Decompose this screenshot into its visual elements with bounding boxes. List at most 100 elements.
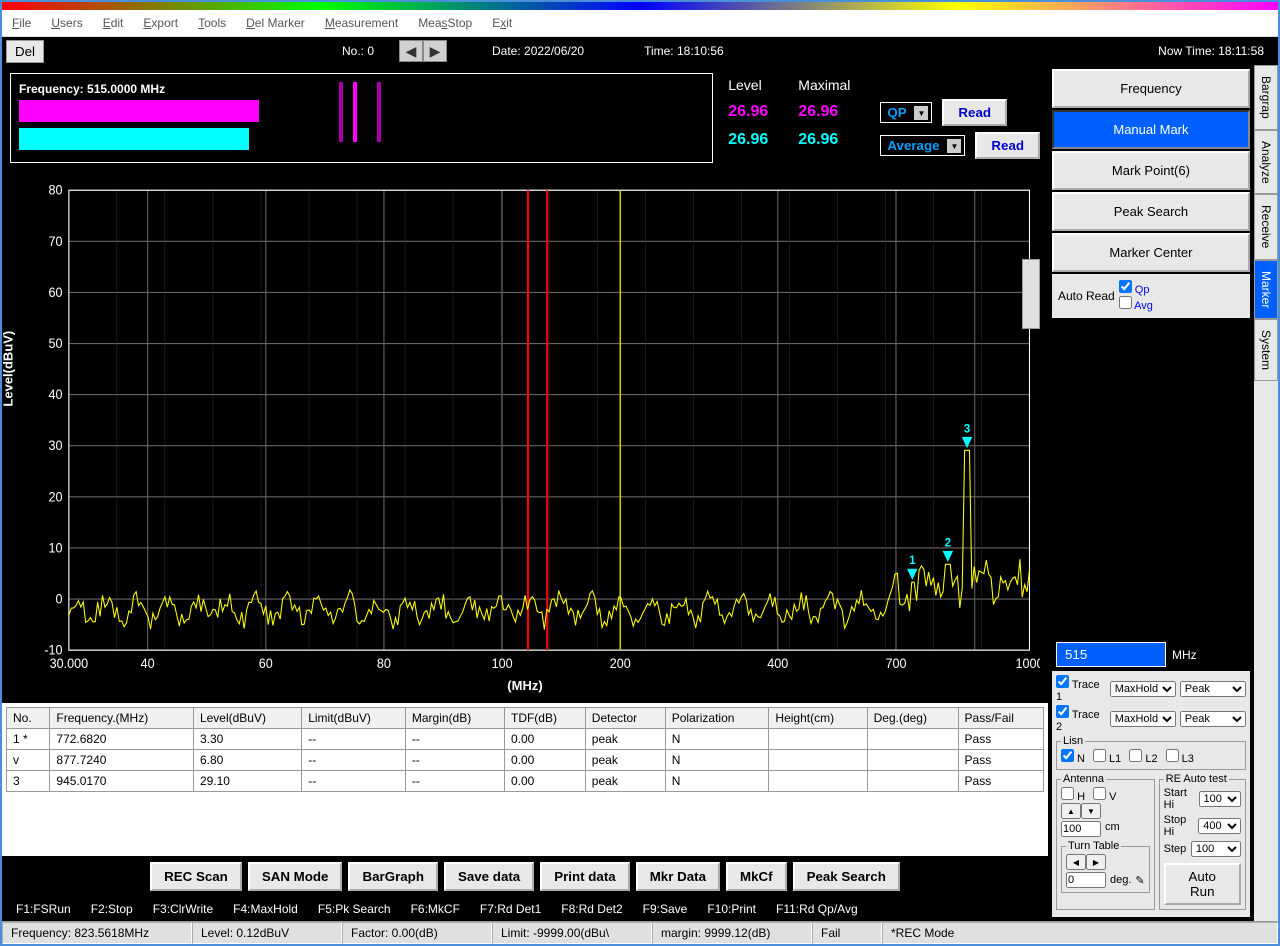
trace2-mode[interactable]: MaxHold bbox=[1110, 711, 1176, 727]
menu-users[interactable]: Users bbox=[51, 16, 82, 30]
trace2-checkbox[interactable]: Trace 2 bbox=[1056, 705, 1106, 733]
trace2-det[interactable]: Peak bbox=[1180, 711, 1246, 727]
turntable-left[interactable]: ◀ bbox=[1066, 854, 1086, 870]
antenna-fieldset: Antenna H V ▲ ▼ cm bbox=[1056, 773, 1155, 910]
rec-scan-button[interactable]: REC Scan bbox=[150, 862, 242, 891]
read-avg-button[interactable]: Read bbox=[975, 132, 1040, 159]
no-label: No.: 0 bbox=[54, 44, 384, 58]
re-auto-fieldset: RE Auto test Start Hi100 Stop Hi400 Step… bbox=[1159, 773, 1246, 910]
mkcf-button[interactable]: MkCf bbox=[726, 862, 787, 891]
peak-search-button[interactable]: Peak Search bbox=[793, 862, 900, 891]
fn-key[interactable]: F2:Stop bbox=[91, 902, 133, 916]
stop-hi-select[interactable]: 400 bbox=[1198, 818, 1241, 834]
peak-search-button[interactable]: Peak Search bbox=[1052, 192, 1250, 231]
antenna-h[interactable]: H bbox=[1061, 787, 1085, 803]
tab-marker[interactable]: Marker bbox=[1254, 260, 1278, 319]
lisn-l2[interactable]: L2 bbox=[1129, 749, 1157, 765]
table-header[interactable]: Limit(dBuV) bbox=[302, 708, 406, 729]
table-header[interactable]: TDF(dB) bbox=[504, 708, 585, 729]
frequency-input[interactable] bbox=[1056, 642, 1166, 667]
step-select[interactable]: 100 bbox=[1191, 841, 1241, 857]
svg-text:60: 60 bbox=[259, 656, 273, 671]
antenna-up[interactable]: ▲ bbox=[1061, 803, 1081, 819]
tab-bargrap[interactable]: Bargrap bbox=[1254, 65, 1278, 130]
fn-key[interactable]: F5:Pk Search bbox=[318, 902, 391, 916]
turntable-fieldset: Turn Table ◀ ▶ deg. ✎ bbox=[1061, 840, 1150, 893]
fn-key[interactable]: F8:Rd Det2 bbox=[561, 902, 622, 916]
detector-qp-select[interactable]: QP bbox=[880, 102, 932, 123]
fn-key[interactable]: F6:MkCF bbox=[411, 902, 460, 916]
read-qp-button[interactable]: Read bbox=[942, 99, 1007, 126]
table-header[interactable]: No. bbox=[7, 708, 50, 729]
mkr-data-button[interactable]: Mkr Data bbox=[636, 862, 720, 891]
vertical-markers bbox=[339, 82, 381, 142]
chart-xlabel: (MHz) bbox=[507, 678, 542, 693]
menu-file[interactable]: File bbox=[12, 16, 31, 30]
spectrum-chart[interactable]: Level(dBuV) -100102030405060708030.00040… bbox=[10, 179, 1040, 695]
menu-export[interactable]: Export bbox=[143, 16, 178, 30]
menu-measurement[interactable]: Measurement bbox=[325, 16, 398, 30]
turntable-right[interactable]: ▶ bbox=[1086, 854, 1106, 870]
lisn-n[interactable]: N bbox=[1061, 749, 1085, 765]
marker-center-button[interactable]: Marker Center bbox=[1052, 233, 1250, 272]
trace1-mode[interactable]: MaxHold bbox=[1110, 681, 1176, 697]
antenna-down[interactable]: ▼ bbox=[1081, 803, 1101, 819]
menu-delmarker[interactable]: Del Marker bbox=[246, 16, 305, 30]
table-header[interactable]: Level(dBuV) bbox=[193, 708, 301, 729]
menu-measstop[interactable]: MeasStop bbox=[418, 16, 472, 30]
fn-key[interactable]: F4:MaxHold bbox=[233, 902, 298, 916]
qp-checkbox[interactable]: Qp bbox=[1119, 280, 1153, 296]
menu-edit[interactable]: Edit bbox=[103, 16, 124, 30]
tab-analyze[interactable]: Analyze bbox=[1254, 130, 1278, 195]
prev-arrow[interactable]: ◀ bbox=[399, 40, 423, 62]
menu-tools[interactable]: Tools bbox=[198, 16, 226, 30]
print-data-button[interactable]: Print data bbox=[540, 862, 629, 891]
lisn-l1[interactable]: L1 bbox=[1093, 749, 1121, 765]
autorun-button[interactable]: Auto Run bbox=[1164, 863, 1241, 905]
mark-point-6--button[interactable]: Mark Point(6) bbox=[1052, 151, 1250, 190]
fn-key[interactable]: F3:ClrWrite bbox=[153, 902, 213, 916]
chart-scrollbar[interactable] bbox=[1022, 259, 1040, 329]
table-row[interactable]: 1 *772.68203.30----0.00peakNPass bbox=[7, 729, 1044, 750]
del-button[interactable]: Del bbox=[6, 40, 44, 63]
table-header[interactable]: Detector bbox=[585, 708, 665, 729]
tab-receive[interactable]: Receive bbox=[1254, 194, 1278, 259]
fn-key[interactable]: F1:FSRun bbox=[16, 902, 71, 916]
date-label: Date: 2022/06/20 bbox=[492, 44, 584, 58]
table-header[interactable]: Margin(dB) bbox=[405, 708, 504, 729]
save-data-button[interactable]: Save data bbox=[444, 862, 534, 891]
menu-exit[interactable]: Exit bbox=[492, 16, 512, 30]
antenna-height[interactable] bbox=[1061, 821, 1101, 837]
fn-key[interactable]: F7:Rd Det1 bbox=[480, 902, 541, 916]
trace1-checkbox[interactable]: Trace 1 bbox=[1056, 675, 1106, 703]
lisn-fieldset: Lisn N L1 L2 L3 bbox=[1056, 735, 1246, 770]
turntable-deg[interactable] bbox=[1066, 872, 1106, 888]
lisn-legend: Lisn bbox=[1061, 735, 1085, 747]
avg-checkbox[interactable]: Avg bbox=[1119, 296, 1153, 312]
table-header[interactable]: Height(cm) bbox=[769, 708, 867, 729]
manual-mark-button[interactable]: Manual Mark bbox=[1052, 110, 1250, 149]
next-arrow[interactable]: ▶ bbox=[423, 40, 447, 62]
start-hi-select[interactable]: 100 bbox=[1199, 791, 1241, 807]
table-header[interactable]: Frequency.(MHz) bbox=[50, 708, 194, 729]
fn-key[interactable]: F10:Print bbox=[707, 902, 756, 916]
table-row[interactable]: 3945.017029.10----0.00peakNPass bbox=[7, 771, 1044, 792]
table-header[interactable]: Polarization bbox=[665, 708, 769, 729]
bargraph-button[interactable]: BarGraph bbox=[348, 862, 437, 891]
detector-avg-select[interactable]: Average bbox=[880, 135, 965, 156]
pencil-icon[interactable]: ✎ bbox=[1135, 874, 1144, 887]
trace1-det[interactable]: Peak bbox=[1180, 681, 1246, 697]
table-header[interactable]: Deg.(deg) bbox=[867, 708, 958, 729]
fn-key[interactable]: F9:Save bbox=[643, 902, 688, 916]
frequency-button[interactable]: Frequency bbox=[1052, 69, 1250, 108]
san-mode-button[interactable]: SAN Mode bbox=[248, 862, 343, 891]
table-header[interactable]: Pass/Fail bbox=[958, 708, 1043, 729]
lisn-l3[interactable]: L3 bbox=[1166, 749, 1194, 765]
antenna-v[interactable]: V bbox=[1093, 787, 1116, 803]
svg-text:80: 80 bbox=[377, 656, 391, 671]
time-label: Time: 18:10:56 bbox=[644, 44, 724, 58]
stop-hi-label: Stop Hi bbox=[1164, 814, 1195, 838]
table-row[interactable]: v877.72406.80----0.00peakNPass bbox=[7, 750, 1044, 771]
tab-system[interactable]: System bbox=[1254, 319, 1278, 381]
fn-key[interactable]: F11:Rd Qp/Avg bbox=[776, 902, 858, 916]
